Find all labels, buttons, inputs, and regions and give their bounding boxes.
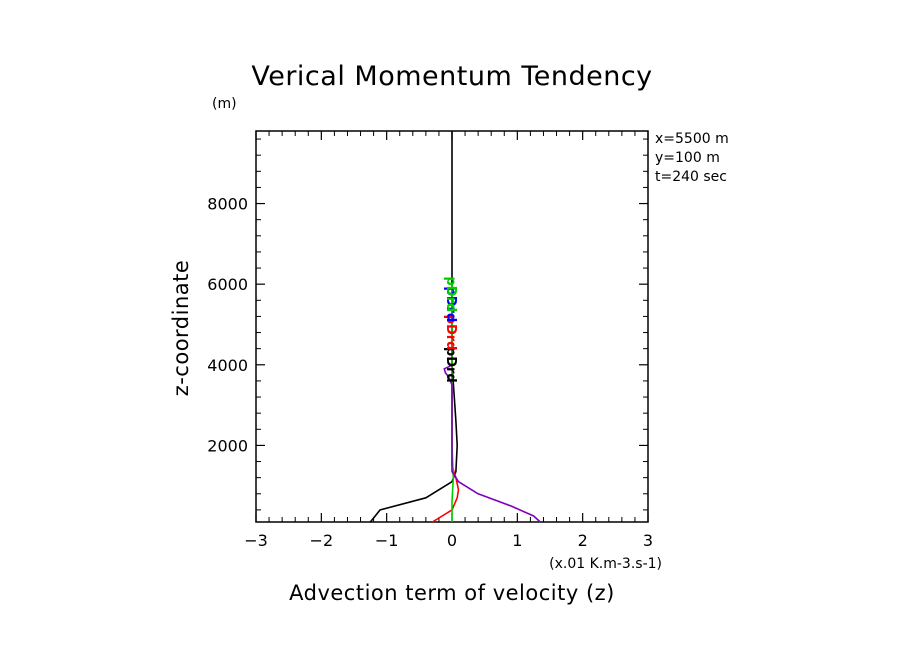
y-tick-label: 4000	[207, 356, 248, 375]
y-axis-units: (m)	[212, 96, 237, 112]
x-tick-label: −1	[375, 531, 399, 550]
x-axis-units: (x.01 K.m-3.s-1)	[549, 556, 662, 572]
x-tick-label: 3	[643, 531, 653, 550]
x-tick-label: −2	[310, 531, 334, 550]
x-axis-label: Advection term of velocity (z)	[289, 581, 615, 605]
y-tick-label: 8000	[207, 195, 248, 214]
series-annotation-1: pDrd	[443, 347, 458, 383]
series-annotation-4: pDrd	[443, 276, 458, 312]
y-axis-label: z-coordinate	[169, 260, 193, 397]
series-line-4	[443, 364, 541, 523]
x-tick-label: −3	[244, 531, 268, 550]
series-annotation-2: pDrd	[443, 315, 458, 351]
x-tick-label: 2	[578, 531, 588, 550]
info-line-x: x=5500 m	[655, 131, 729, 147]
info-line-t: t=240 sec	[655, 169, 727, 185]
series-annotation-3: pDrd	[443, 286, 458, 322]
x-tick-label: 1	[512, 531, 522, 550]
y-tick-label: 6000	[207, 275, 248, 294]
x-tick-label: 0	[447, 531, 457, 550]
y-tick-label: 2000	[207, 436, 248, 455]
info-line-y: y=100 m	[655, 150, 720, 166]
chart-title: Verical Momentum Tendency	[251, 61, 652, 92]
